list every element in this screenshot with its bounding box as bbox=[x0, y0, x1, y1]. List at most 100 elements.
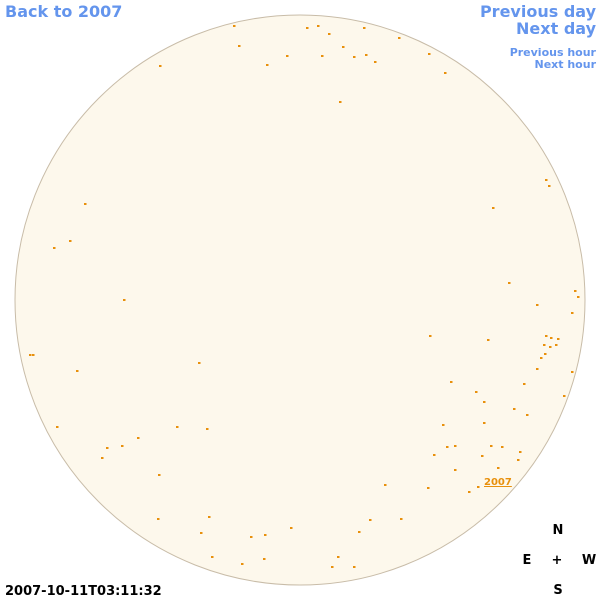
sky-object bbox=[544, 353, 547, 355]
sky-object bbox=[365, 54, 368, 56]
sky-object bbox=[84, 203, 87, 205]
previous-hour-link[interactable]: Previous hour bbox=[510, 46, 597, 59]
sky-object bbox=[290, 527, 293, 529]
sky-object bbox=[577, 296, 580, 298]
sky-object bbox=[477, 486, 480, 488]
sky-object bbox=[513, 408, 516, 410]
sky-object bbox=[56, 426, 59, 428]
sky-object bbox=[571, 371, 574, 373]
sky-object bbox=[475, 391, 478, 393]
sky-object bbox=[398, 37, 401, 39]
sky-object bbox=[400, 518, 403, 520]
back-link[interactable]: Back to 2007 bbox=[5, 2, 122, 21]
sky-object bbox=[571, 312, 574, 314]
sky-object bbox=[53, 247, 56, 249]
sky-object bbox=[208, 516, 211, 518]
sky-object bbox=[501, 446, 504, 448]
sky-object bbox=[427, 487, 430, 489]
sky-object bbox=[543, 344, 546, 346]
sky-object bbox=[526, 414, 529, 416]
sky-object bbox=[137, 437, 140, 439]
sky-object bbox=[32, 354, 35, 356]
timestamp: 2007-10-11T03:11:32 bbox=[5, 584, 162, 599]
sky-object bbox=[442, 424, 445, 426]
sky-object bbox=[76, 370, 79, 372]
compass-north: N bbox=[553, 523, 564, 538]
sky-object bbox=[206, 428, 209, 430]
sky-object bbox=[317, 25, 320, 27]
marker-label[interactable]: 2007 bbox=[484, 477, 512, 488]
sky-object bbox=[487, 339, 490, 341]
sky-object bbox=[384, 484, 387, 486]
compass-south: S bbox=[553, 583, 562, 598]
compass-center: + bbox=[552, 553, 563, 568]
sky-object bbox=[198, 362, 201, 364]
sky-object bbox=[540, 357, 543, 359]
sky-object bbox=[363, 27, 366, 29]
sky-object bbox=[306, 27, 309, 29]
sky-object bbox=[353, 566, 356, 568]
sky-object bbox=[492, 207, 495, 209]
sky-object bbox=[369, 519, 372, 521]
sky-object bbox=[468, 491, 471, 493]
sky-object bbox=[158, 474, 161, 476]
sky-object bbox=[517, 459, 520, 461]
sky-object bbox=[238, 45, 241, 47]
sky-object bbox=[200, 532, 203, 534]
sky-object bbox=[321, 55, 324, 57]
next-hour-link[interactable]: Next hour bbox=[535, 58, 597, 71]
sky-object bbox=[508, 282, 511, 284]
sky-object bbox=[548, 185, 551, 187]
sky-object bbox=[519, 451, 522, 453]
sky-object bbox=[241, 563, 244, 565]
sky-object bbox=[337, 556, 340, 558]
sky-object bbox=[450, 381, 453, 383]
sky-objects bbox=[29, 25, 580, 568]
sky-object bbox=[101, 457, 104, 459]
sky-object bbox=[429, 335, 432, 337]
sky-object bbox=[263, 558, 266, 560]
sky-object bbox=[549, 346, 552, 348]
sky-object bbox=[555, 344, 558, 346]
compass-east: E bbox=[523, 553, 532, 568]
sky-object bbox=[266, 64, 269, 66]
sky-object bbox=[123, 299, 126, 301]
sky-object bbox=[250, 536, 253, 538]
sky-object bbox=[536, 368, 539, 370]
next-day-link[interactable]: Next day bbox=[516, 19, 597, 38]
sky-object bbox=[574, 290, 577, 292]
sky-object bbox=[211, 556, 214, 558]
sky-object bbox=[490, 445, 493, 447]
sky-object bbox=[121, 445, 124, 447]
sky-object bbox=[233, 25, 236, 27]
sky-object bbox=[483, 422, 486, 424]
sky-dome bbox=[14, 14, 586, 586]
sky-object bbox=[159, 65, 162, 67]
sky-object bbox=[433, 454, 436, 456]
sky-object bbox=[69, 240, 72, 242]
sky-object bbox=[481, 455, 484, 457]
sky-object bbox=[536, 304, 539, 306]
sky-object bbox=[454, 469, 457, 471]
sky-object bbox=[483, 401, 486, 403]
sky-object bbox=[428, 53, 431, 55]
previous-day-link[interactable]: Previous day bbox=[480, 2, 597, 21]
sky-object bbox=[523, 383, 526, 385]
sky-object bbox=[328, 33, 331, 35]
sky-object bbox=[545, 335, 548, 337]
sky-object bbox=[157, 518, 160, 520]
sky-object bbox=[550, 337, 553, 339]
sky-object bbox=[339, 101, 342, 103]
compass-west: W bbox=[582, 553, 596, 568]
sky-object bbox=[545, 179, 548, 181]
sky-object bbox=[264, 534, 267, 536]
sky-object bbox=[497, 467, 500, 469]
sky-object bbox=[374, 61, 377, 63]
sky-object bbox=[358, 531, 361, 533]
sky-object bbox=[286, 55, 289, 57]
sky-object bbox=[331, 566, 334, 568]
sky-object bbox=[176, 426, 179, 428]
sky-object bbox=[563, 395, 566, 397]
sky-object bbox=[29, 354, 32, 356]
